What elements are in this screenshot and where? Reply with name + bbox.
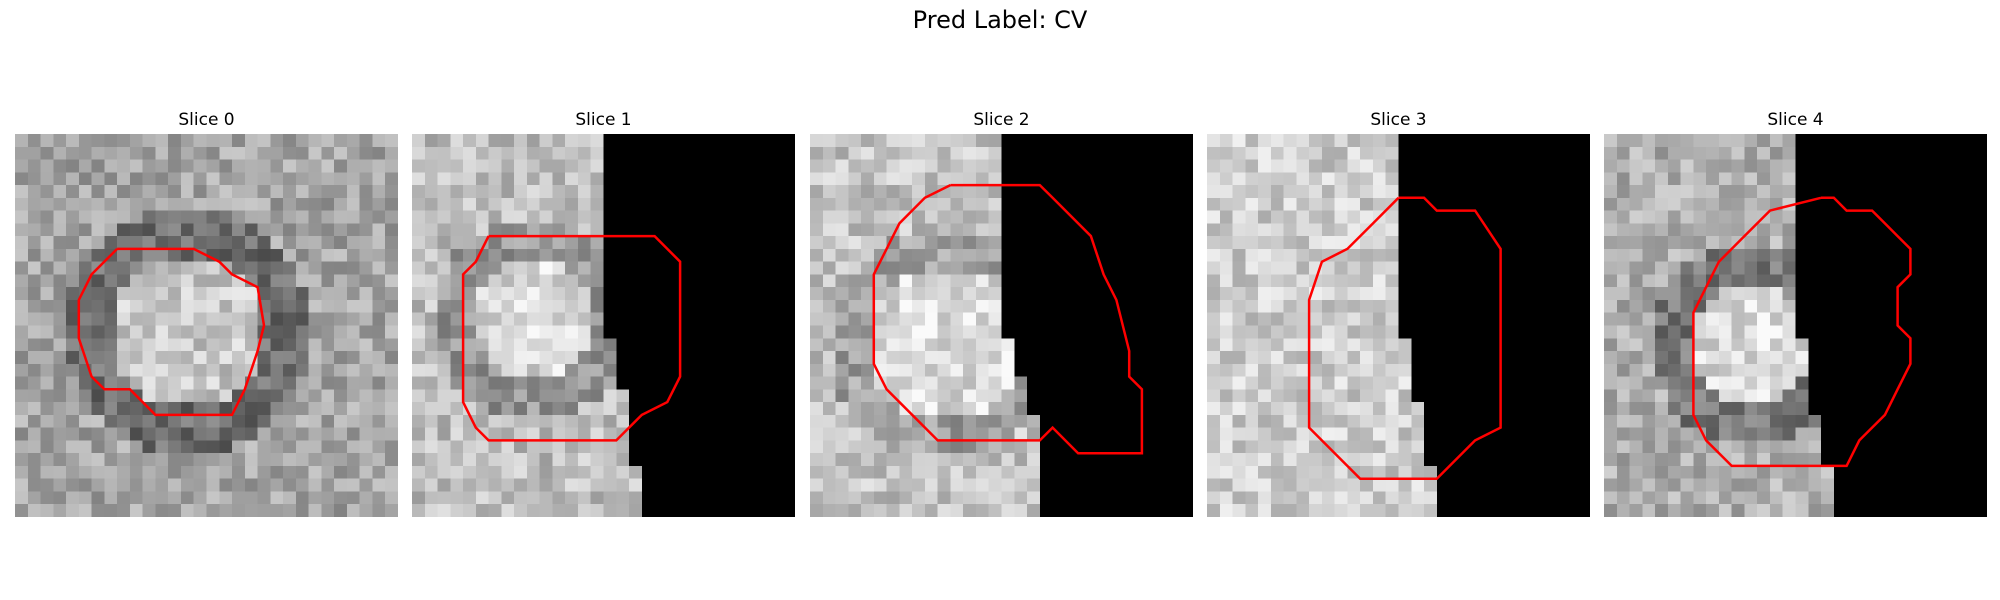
slice-image [15, 134, 398, 517]
segmentation-contour [1692, 196, 1912, 468]
figure-title: Pred Label: CV [912, 6, 1088, 34]
slice-image [810, 134, 1193, 517]
segmentation-contour [77, 247, 266, 417]
segmentation-contour [872, 183, 1144, 455]
slice-title: Slice 0 [178, 110, 235, 130]
slice-title: Slice 4 [1767, 110, 1824, 130]
slice-title: Slice 2 [973, 110, 1030, 130]
slice-title: Slice 1 [575, 110, 632, 130]
slice-panel: Slice 3 [1207, 108, 1590, 517]
slice-image [412, 134, 795, 517]
slice-title: Slice 3 [1370, 110, 1427, 130]
slice-panel: Slice 1 [412, 108, 795, 517]
segmentation-contour [461, 234, 682, 442]
slice-panel: Slice 0 [15, 108, 398, 517]
slice-image [1604, 134, 1987, 517]
slice-panel: Slice 4 [1604, 108, 1987, 517]
segmentation-contour [1307, 196, 1502, 480]
slice-panel: Slice 2 [810, 108, 1193, 517]
slice-image [1207, 134, 1590, 517]
